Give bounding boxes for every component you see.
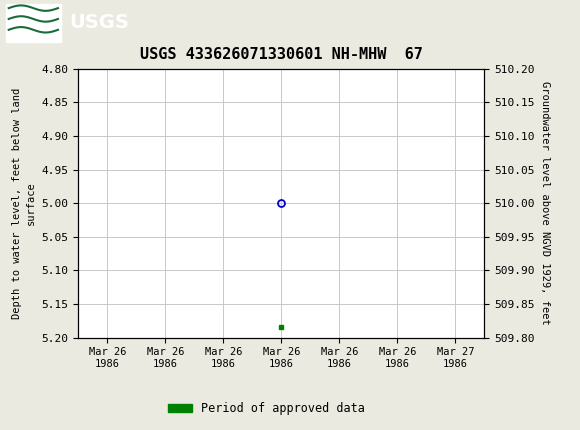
Text: USGS: USGS [70, 13, 129, 32]
Legend: Period of approved data: Period of approved data [164, 397, 370, 420]
Title: USGS 433626071330601 NH-MHW  67: USGS 433626071330601 NH-MHW 67 [140, 47, 423, 62]
Y-axis label: Groundwater level above NGVD 1929, feet: Groundwater level above NGVD 1929, feet [540, 81, 550, 325]
Y-axis label: Depth to water level, feet below land
surface: Depth to water level, feet below land su… [12, 88, 36, 319]
FancyBboxPatch shape [6, 3, 61, 42]
